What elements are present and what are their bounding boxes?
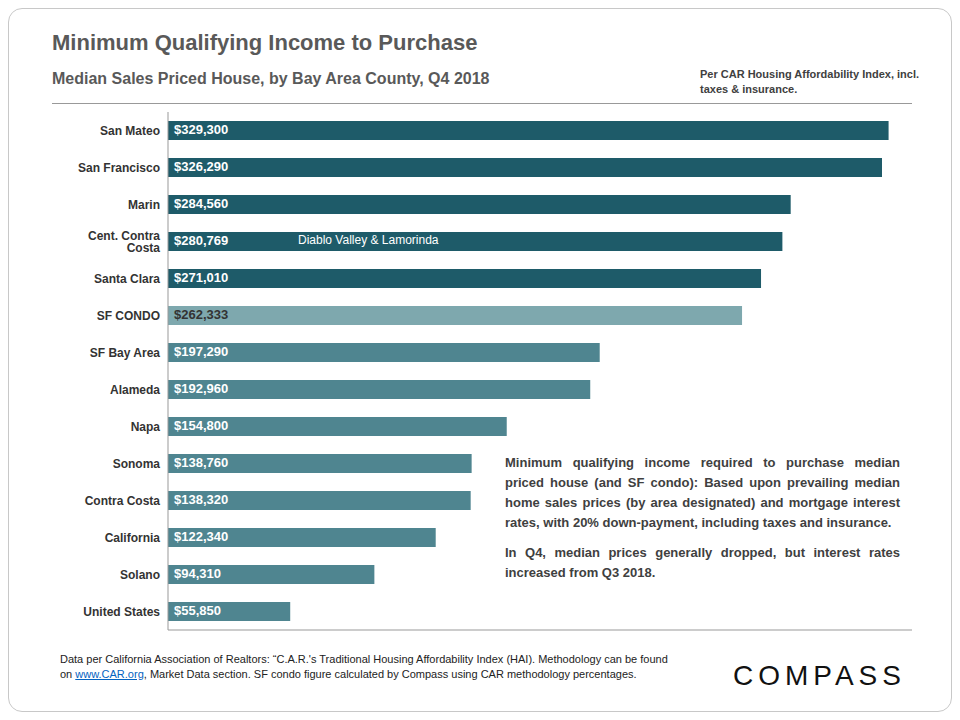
html-text:Minimum Qualifying Income to P: Minimum Qualifying Income to Purchase xyxy=(52,30,478,55)
svg-text:$122,340: $122,340 xyxy=(174,529,228,544)
svg-text:San Mateo: San Mateo xyxy=(100,124,160,138)
svg-text:$284,560: $284,560 xyxy=(174,196,228,211)
svg-text:Napa: Napa xyxy=(131,420,161,434)
svg-text:San Francisco: San Francisco xyxy=(78,161,160,175)
svg-text:$197,290: $197,290 xyxy=(174,344,228,359)
svg-text:$138,760: $138,760 xyxy=(174,455,228,470)
svg-text:Cent. ContraCosta: Cent. ContraCosta xyxy=(88,229,160,255)
html-text:Minimum qualifying income requ: Minimum qualifying income required to pu… xyxy=(505,455,900,530)
html-text:Median Sales Priced House, by: Median Sales Priced House, by Bay Area C… xyxy=(52,70,490,87)
svg-text:Solano: Solano xyxy=(120,568,160,582)
svg-text:$94,310: $94,310 xyxy=(174,566,221,581)
svg-text:$280,769: $280,769 xyxy=(174,233,228,248)
html-text:In Q4, median prices generally: In Q4, median prices generally dropped, … xyxy=(505,545,900,580)
svg-text:California: California xyxy=(105,531,161,545)
svg-text:Alameda: Alameda xyxy=(110,383,160,397)
svg-text:$326,290: $326,290 xyxy=(174,159,228,174)
svg-text:Diablo Valley & Lamorinda: Diablo Valley & Lamorinda xyxy=(298,233,439,247)
svg-text:Santa Clara: Santa Clara xyxy=(94,272,160,286)
html-text:Data per California Associatio: Data per California Association of Realt… xyxy=(60,653,668,680)
svg-text:$329,300: $329,300 xyxy=(174,122,228,137)
svg-text:Contra Costa: Contra Costa xyxy=(85,494,161,508)
svg-text:SF CONDO: SF CONDO xyxy=(97,309,160,323)
svg-text:United States: United States xyxy=(83,605,160,619)
svg-text:$55,850: $55,850 xyxy=(174,603,221,618)
svg-text:Marin: Marin xyxy=(128,198,160,212)
svg-text:$271,010: $271,010 xyxy=(174,270,228,285)
svg-text:$138,320: $138,320 xyxy=(174,492,228,507)
html-text:COMPASS: COMPASS xyxy=(733,660,906,691)
svg-text:$154,800: $154,800 xyxy=(174,418,228,433)
html-text:Per CAR Housing Affordability: Per CAR Housing Affordability Index, inc… xyxy=(700,68,919,95)
svg-text:$192,960: $192,960 xyxy=(174,381,228,396)
svg-text:Sonoma: Sonoma xyxy=(113,457,161,471)
svg-text:$262,333: $262,333 xyxy=(174,307,228,322)
svg-text:SF Bay Area: SF Bay Area xyxy=(90,346,161,360)
